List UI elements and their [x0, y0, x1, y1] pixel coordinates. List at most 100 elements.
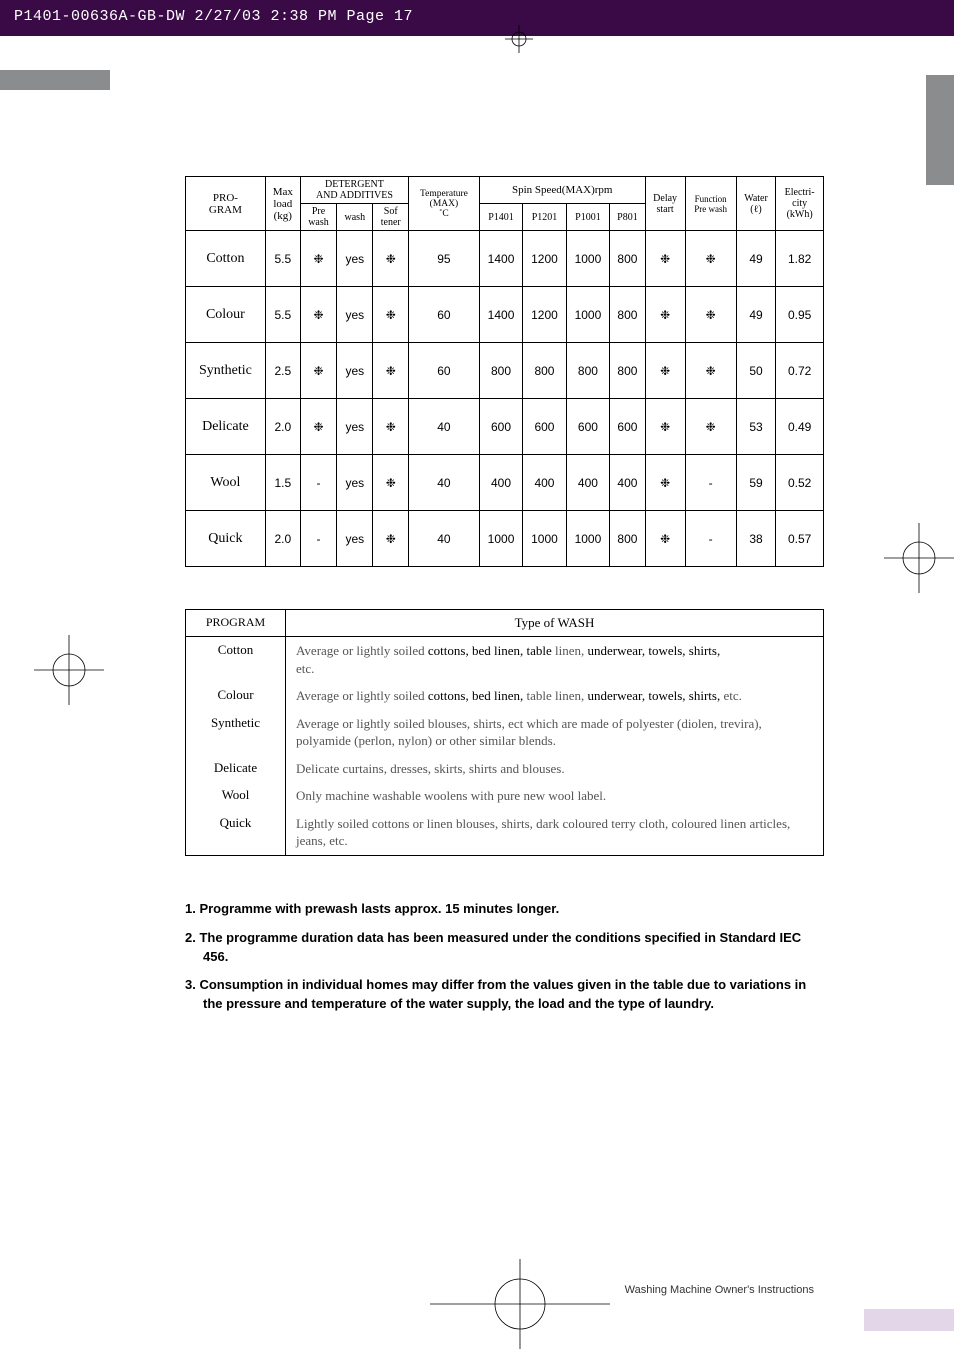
spec-cell: ❉ — [645, 455, 685, 511]
spec-cell: 1.82 — [776, 231, 824, 287]
spec-cell: ❉ — [300, 287, 336, 343]
spec-cell: 1400 — [479, 231, 522, 287]
spec-cell: ❉ — [685, 231, 736, 287]
spec-cell: 40 — [409, 455, 480, 511]
spec-cell: 49 — [736, 231, 775, 287]
spec-cell: 800 — [566, 343, 609, 399]
types-row: WoolOnly machine washable woolens with p… — [186, 782, 824, 810]
hdr-maxload: Max load (kg) — [265, 177, 300, 231]
hdr-p1001: P1001 — [566, 204, 609, 231]
spec-cell: ❉ — [373, 511, 409, 567]
spec-cell: ❉ — [373, 343, 409, 399]
types-program: Cotton — [186, 637, 286, 683]
spec-cell: ❉ — [645, 231, 685, 287]
spec-cell: 800 — [610, 511, 646, 567]
spec-cell: ❉ — [300, 231, 336, 287]
hdr-wash: wash — [337, 204, 373, 231]
spec-cell: ❉ — [645, 343, 685, 399]
spec-cell: - — [300, 455, 336, 511]
types-program: Delicate — [186, 755, 286, 783]
hdr-delay: Delay start — [645, 177, 685, 231]
spec-cell: ❉ — [300, 399, 336, 455]
spec-cell: 800 — [610, 343, 646, 399]
spec-cell: 1400 — [479, 287, 522, 343]
spec-cell: 5.5 — [265, 231, 300, 287]
spec-cell: ❉ — [685, 399, 736, 455]
spec-cell: ❉ — [373, 287, 409, 343]
spec-cell: Delicate — [186, 399, 266, 455]
types-table: PROGRAM Type of WASH CottonAverage or li… — [185, 609, 824, 856]
spec-cell: 1.5 — [265, 455, 300, 511]
spec-cell: yes — [337, 455, 373, 511]
spec-cell: 2.0 — [265, 399, 300, 455]
types-description: Average or lightly soiled cottons, bed l… — [286, 682, 824, 710]
hdr-p1201: P1201 — [523, 204, 566, 231]
spec-cell: 600 — [479, 399, 522, 455]
registration-mark-top — [505, 25, 533, 53]
spec-cell: Wool — [186, 455, 266, 511]
spec-cell: Cotton — [186, 231, 266, 287]
note-3: 3. Consumption in individual homes may d… — [185, 976, 824, 1014]
spec-cell: 0.52 — [776, 455, 824, 511]
types-program: Colour — [186, 682, 286, 710]
spec-cell: ❉ — [373, 231, 409, 287]
types-row: DelicateDelicate curtains, dresses, skir… — [186, 755, 824, 783]
hdr-p1401: P1401 — [479, 204, 522, 231]
spec-cell: 0.49 — [776, 399, 824, 455]
types-row: QuickLightly soiled cottons or linen blo… — [186, 810, 824, 856]
spec-row: Quick2.0-yes❉40100010001000800❉-380.57 — [186, 511, 824, 567]
spec-cell: Colour — [186, 287, 266, 343]
types-program: Quick — [186, 810, 286, 856]
spec-row: Synthetic2.5❉yes❉60800800800800❉❉500.72 — [186, 343, 824, 399]
spec-cell: 600 — [610, 399, 646, 455]
spec-cell: 400 — [610, 455, 646, 511]
spec-cell: 800 — [610, 231, 646, 287]
spec-cell: 40 — [409, 399, 480, 455]
types-description: Average or lightly soiled cottons, bed l… — [286, 637, 824, 683]
spec-cell: 38 — [736, 511, 775, 567]
spec-row: Colour5.5❉yes❉60140012001000800❉❉490.95 — [186, 287, 824, 343]
spec-cell: 600 — [523, 399, 566, 455]
spec-cell: 1000 — [566, 231, 609, 287]
hdr-electricity: Electri- city (kWh) — [776, 177, 824, 231]
hdr-program: PRO- GRAM — [186, 177, 266, 231]
types-row: CottonAverage or lightly soiled cottons,… — [186, 637, 824, 683]
spec-row: Cotton5.5❉yes❉95140012001000800❉❉491.82 — [186, 231, 824, 287]
spec-cell: ❉ — [373, 455, 409, 511]
right-notch-bottom — [864, 1309, 954, 1331]
spec-cell: 2.5 — [265, 343, 300, 399]
types-row: SyntheticAverage or lightly soiled blous… — [186, 710, 824, 755]
spec-cell: 800 — [479, 343, 522, 399]
registration-mark-right — [884, 523, 954, 593]
types-description: Delicate curtains, dresses, skirts, shir… — [286, 755, 824, 783]
hdr-spin: Spin Speed(MAX)rpm — [479, 177, 645, 204]
print-slug: P1401-00636A-GB-DW 2/27/03 2:38 PM Page … — [14, 8, 413, 25]
spec-cell: yes — [337, 343, 373, 399]
spec-cell: 400 — [523, 455, 566, 511]
hdr-temp: Temperature (MAX) ˚C — [409, 177, 480, 231]
types-program: Synthetic — [186, 710, 286, 755]
note-1: 1. Programme with prewash lasts approx. … — [185, 900, 824, 919]
spec-cell: 1000 — [566, 287, 609, 343]
spec-cell: 59 — [736, 455, 775, 511]
spec-cell: 53 — [736, 399, 775, 455]
notes-list: 1. Programme with prewash lasts approx. … — [185, 900, 824, 1014]
footer-text: Washing Machine Owner's Instructions — [625, 1284, 814, 1296]
spec-row: Delicate2.0❉yes❉40600600600600❉❉530.49 — [186, 399, 824, 455]
spec-cell: Synthetic — [186, 343, 266, 399]
spec-cell: 0.72 — [776, 343, 824, 399]
spec-cell: 400 — [566, 455, 609, 511]
spec-cell: - — [685, 511, 736, 567]
registration-mark-left — [34, 635, 104, 705]
types-description: Only machine washable woolens with pure … — [286, 782, 824, 810]
spec-cell: 5.5 — [265, 287, 300, 343]
spec-cell: - — [300, 511, 336, 567]
spec-cell: 2.0 — [265, 511, 300, 567]
spec-cell: 60 — [409, 343, 480, 399]
spec-cell: 800 — [610, 287, 646, 343]
hdr-detergent: DETERGENT AND ADDITIVES — [300, 177, 408, 204]
spec-cell: Quick — [186, 511, 266, 567]
spec-cell: 1000 — [566, 511, 609, 567]
hdr-function: Function Pre wash — [685, 177, 736, 231]
hdr-prewash: Pre wash — [300, 204, 336, 231]
